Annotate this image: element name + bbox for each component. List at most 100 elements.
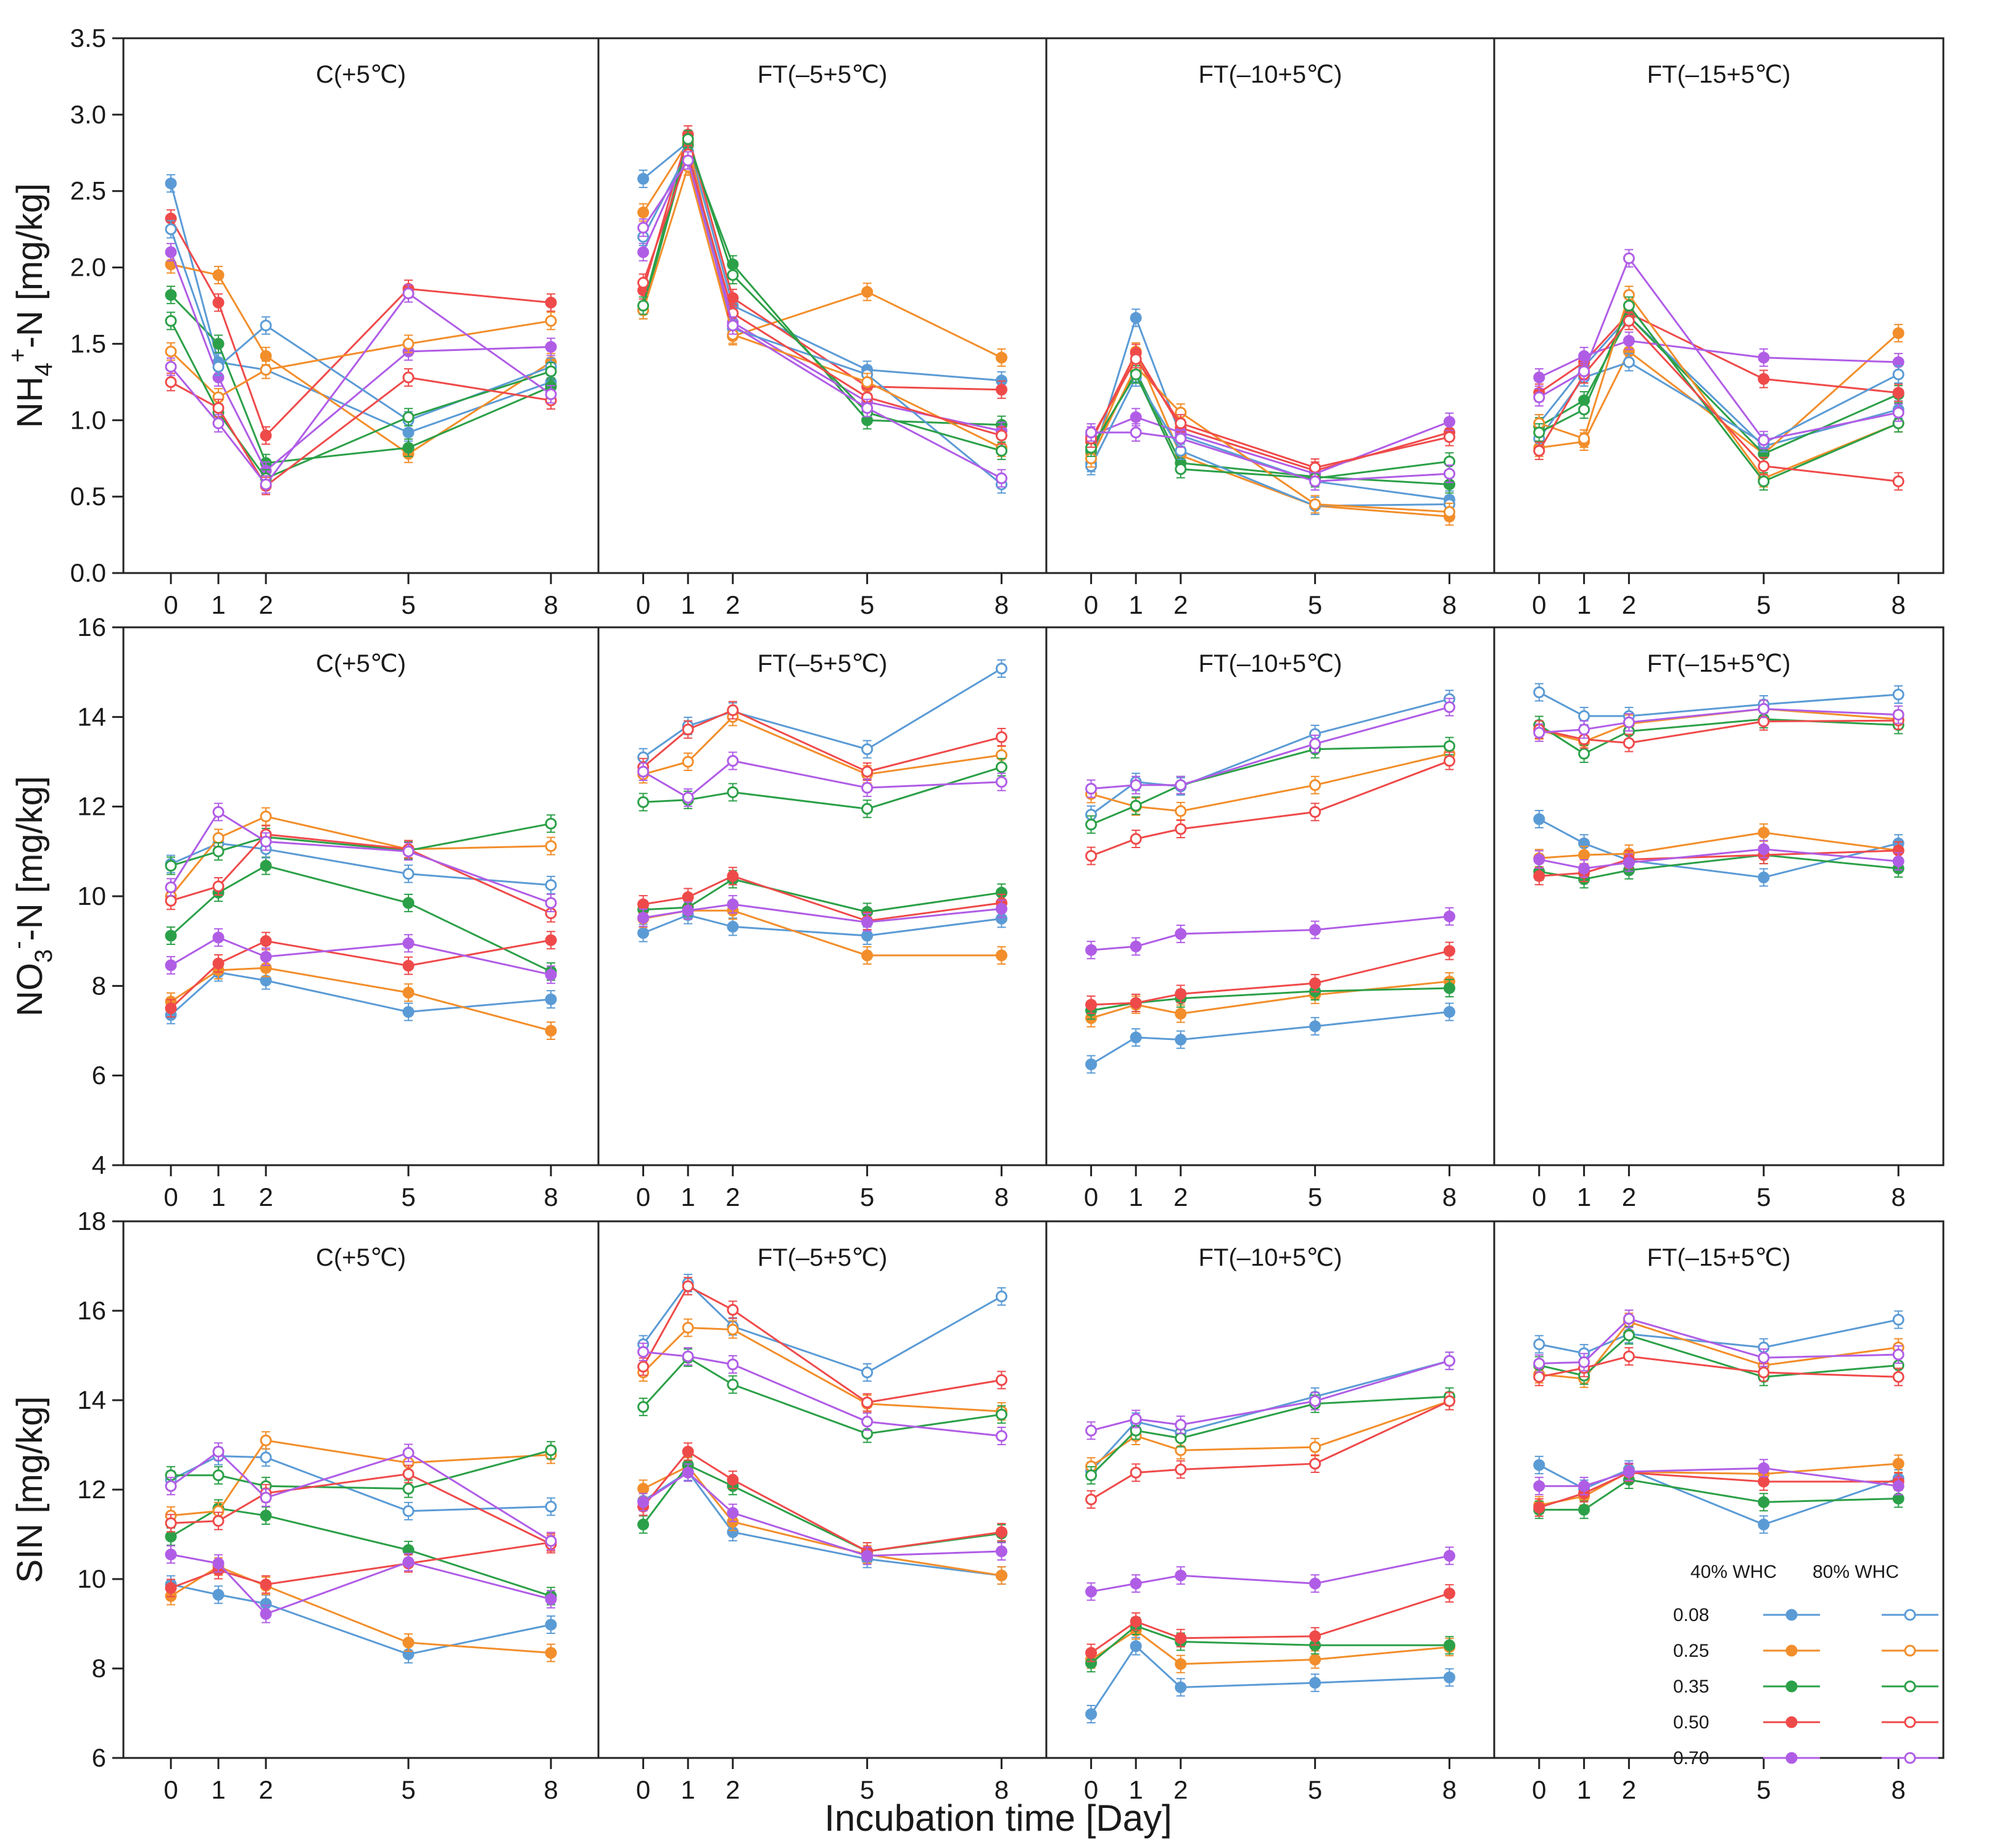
y-axis-title-no3: NO3--N [mg/kg] — [4, 776, 57, 1017]
series-line — [1090, 1400, 1450, 1467]
series-line — [1539, 1318, 1899, 1365]
y-tick-label: 6 — [92, 1743, 106, 1772]
x-tick-label: 0 — [636, 1182, 650, 1211]
y-tick-label: 10 — [77, 881, 106, 910]
x-tick-label: 8 — [994, 1182, 1009, 1211]
data-point — [1309, 475, 1321, 487]
x-tick-label: 1 — [1577, 1775, 1591, 1804]
data-point — [1309, 1020, 1321, 1033]
data-point — [1623, 716, 1635, 728]
series-line — [1090, 1010, 1450, 1065]
series-80whc-0.08 — [1533, 683, 1904, 725]
series-40whc-0.08 — [165, 174, 557, 442]
data-point — [995, 445, 1007, 457]
y-tick-label: 12 — [77, 1475, 106, 1504]
series-line — [170, 842, 552, 886]
data-point — [727, 920, 739, 933]
data-point — [165, 223, 177, 236]
data-point — [1130, 368, 1142, 381]
data-point — [1309, 779, 1321, 791]
data-point — [682, 904, 694, 917]
data-point — [861, 402, 874, 414]
data-point — [1130, 1640, 1142, 1652]
y-tick-label: 2.0 — [70, 253, 106, 282]
data-point — [212, 1515, 225, 1527]
series-40whc-0.70 — [165, 1545, 557, 1623]
data-point — [1130, 833, 1142, 845]
data-point — [402, 960, 415, 972]
x-tick-label: 0 — [1532, 1775, 1546, 1804]
data-point — [402, 411, 415, 423]
x-tick-label: 0 — [163, 590, 178, 619]
data-point — [1130, 426, 1142, 439]
data-point — [212, 957, 225, 970]
data-point — [682, 891, 694, 903]
data-point — [1443, 506, 1455, 518]
series-line — [1090, 1644, 1450, 1715]
data-point — [212, 1557, 225, 1570]
data-point — [995, 949, 1007, 962]
data-point — [682, 1322, 694, 1334]
data-point — [165, 345, 177, 358]
series-line — [170, 1553, 552, 1615]
series-80whc-0.08 — [637, 142, 1007, 494]
data-point — [1130, 940, 1142, 952]
legend-marker-40 — [1785, 1716, 1798, 1728]
x-tick-label: 8 — [1892, 1775, 1906, 1804]
series-80whc-0.70 — [1533, 699, 1904, 742]
data-point — [1130, 1466, 1142, 1479]
data-point — [1533, 1358, 1545, 1370]
legend-marker-80 — [1904, 1752, 1916, 1764]
series-80whc-0.25 — [1085, 1392, 1455, 1476]
series-line — [170, 1541, 552, 1589]
data-point — [1309, 1458, 1321, 1470]
data-point — [1175, 1034, 1187, 1046]
data-point — [1533, 813, 1545, 825]
data-point — [861, 916, 874, 928]
data-point — [165, 1548, 177, 1561]
data-point — [1175, 1569, 1187, 1582]
x-tick-label: 2 — [726, 1775, 740, 1804]
series-40whc-0.08 — [1085, 308, 1455, 509]
data-point — [1443, 468, 1455, 480]
x-tick-label: 0 — [1084, 590, 1098, 619]
x-axis-label: Incubation time [Day] — [824, 1797, 1172, 1839]
data-point — [1892, 1458, 1904, 1470]
x-tick-label: 1 — [681, 590, 695, 619]
series-40whc-0.25 — [1085, 972, 1455, 1028]
data-point — [1578, 862, 1590, 875]
data-point — [1623, 300, 1635, 311]
data-point — [995, 1430, 1007, 1442]
series-40whc-0.35 — [165, 1499, 557, 1606]
series-line — [1539, 818, 1899, 879]
data-point — [1175, 1432, 1187, 1445]
data-point — [212, 417, 225, 429]
ylabel-rest: -N [mg/kg] — [10, 776, 50, 941]
data-point — [1758, 1519, 1770, 1531]
data-point — [402, 1005, 415, 1018]
data-point — [402, 897, 415, 909]
data-point — [637, 300, 650, 311]
data-point — [545, 1647, 557, 1659]
data-point — [1085, 819, 1098, 831]
data-point — [1892, 475, 1904, 487]
data-point — [995, 1408, 1007, 1421]
data-point — [995, 1569, 1007, 1582]
data-point — [212, 361, 225, 373]
x-tick-label: 8 — [994, 1775, 1009, 1804]
series-80whc-0.35 — [1533, 709, 1904, 763]
legend-marker-80 — [1904, 1680, 1916, 1693]
series-40whc-0.50 — [1533, 303, 1904, 402]
data-point — [1309, 924, 1321, 936]
series-80whc-0.70 — [637, 751, 1007, 807]
series-40whc-0.70 — [1085, 1546, 1455, 1601]
series-80whc-0.50 — [1533, 1347, 1904, 1387]
data-point — [402, 371, 415, 384]
data-point — [260, 835, 272, 848]
data-point — [1578, 724, 1590, 736]
panel-nh4-1: C(+5℃) 0 1 2 5 8 — [163, 61, 558, 619]
data-point — [212, 402, 225, 414]
data-point — [1443, 1672, 1455, 1683]
data-point — [1130, 997, 1142, 1009]
